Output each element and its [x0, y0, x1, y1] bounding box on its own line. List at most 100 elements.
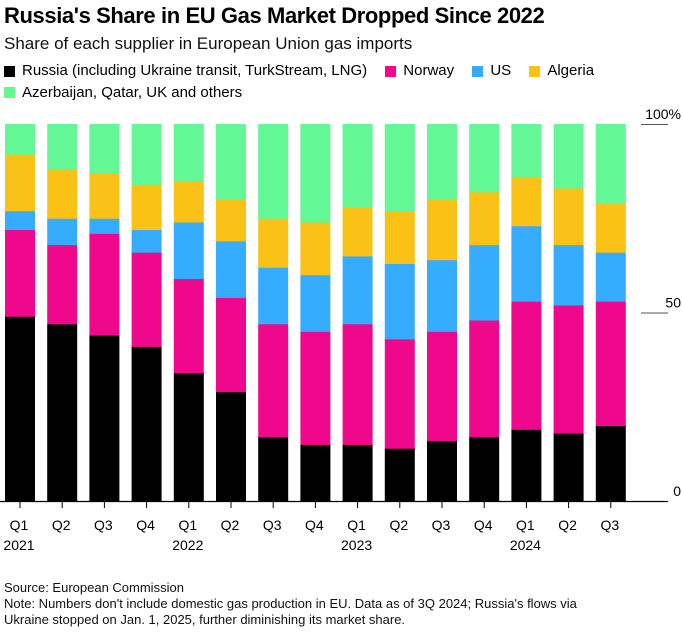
- x-year-label: 2024: [510, 537, 541, 553]
- bar-segment-russia: [300, 444, 331, 502]
- bar-segment-norway: [5, 229, 35, 317]
- bar-segment-russia: [553, 433, 584, 502]
- legend-swatch-us: [472, 65, 484, 77]
- bar-segment-us: [553, 244, 584, 306]
- bar-segment-russia: [511, 429, 542, 502]
- bar-segment-us: [173, 222, 204, 280]
- legend-label-norway: Norway: [403, 62, 455, 79]
- bar-segment-algeria: [131, 184, 162, 231]
- x-tick-label: Q4: [136, 517, 155, 533]
- bar-segment-azerbaijan: [300, 124, 331, 223]
- y-tick-label: 100%: [645, 106, 681, 122]
- x-year-label: 2022: [172, 537, 203, 553]
- bar-segment-azerbaijan: [131, 124, 162, 185]
- legend-item-russia: Russia (including Ukraine transit, TurkS…: [4, 61, 367, 81]
- bar-segment-azerbaijan: [595, 124, 626, 204]
- bar-segment-norway: [384, 338, 415, 449]
- bar-segment-russia: [47, 323, 78, 502]
- bar-segment-norway: [595, 301, 626, 427]
- x-tick-label: Q2: [52, 517, 71, 533]
- bar-segment-azerbaijan: [173, 124, 204, 182]
- legend-item-algeria: Algeria: [529, 61, 594, 81]
- bar-segment-us: [511, 225, 542, 302]
- bar-segment-algeria: [553, 188, 584, 246]
- bar-segment-azerbaijan: [384, 124, 415, 212]
- bar-segment-azerbaijan: [5, 124, 35, 155]
- x-tick-label: Q4: [474, 517, 493, 533]
- bar-segment-norway: [47, 244, 78, 325]
- bar-segment-us: [342, 255, 373, 325]
- bar-segment-russia: [131, 346, 162, 502]
- bar-segment-algeria: [595, 203, 626, 253]
- bar-segment-norway: [216, 297, 246, 393]
- bar-stack: [511, 124, 542, 502]
- x-axis: Q1 2021 Q2 Q3 Q4 Q1 2022 Q2 Q3 Q4 Q1 2023 Q2 Q3 Q4 Q1 20…: [0, 500, 668, 553]
- bar-stack: [384, 124, 415, 502]
- bar-segment-norway: [342, 323, 373, 445]
- x-tick-label: Q1: [10, 517, 29, 533]
- source-note: Source: European Commission: [4, 580, 184, 595]
- chart-title: Russia's Share in EU Gas Market Dropped …: [4, 3, 545, 28]
- bar-segment-russia: [469, 436, 500, 502]
- bar-segment-us: [216, 240, 246, 298]
- bar-segment-azerbaijan: [342, 124, 373, 208]
- legend-swatch-russia: [4, 65, 15, 77]
- y-tick-label: 0: [673, 483, 681, 499]
- legend-swatch-norway: [385, 65, 397, 77]
- bar-segment-azerbaijan: [89, 124, 120, 174]
- legend-label-us: US: [490, 62, 512, 79]
- bar-segment-russia: [5, 316, 35, 502]
- bar-segment-us: [300, 274, 331, 332]
- bar-segment-us: [427, 259, 457, 332]
- bar-segment-algeria: [469, 191, 500, 246]
- bar-segment-norway: [553, 304, 584, 434]
- y-axis: 0 50 100%: [641, 106, 681, 499]
- bar-segment-russia: [173, 372, 204, 502]
- bar-segment-russia: [89, 335, 120, 502]
- legend-item-norway: Norway: [385, 61, 454, 81]
- stacked-bar-chart: 0 50 100% Q1 2021 Q2 Q3 Q4 Q1 2022 Q2 Q3 Q4 Q1 2023 Q2…: [0, 106, 681, 553]
- x-tick-label: Q2: [558, 517, 577, 533]
- bar-segment-us: [5, 210, 35, 231]
- bar-stack: [469, 124, 500, 502]
- x-tick-label: Q3: [600, 517, 619, 533]
- bar-segment-russia: [258, 436, 289, 502]
- bar-segment-russia: [427, 440, 457, 502]
- bar-segment-algeria: [5, 154, 35, 212]
- bar-segment-azerbaijan: [216, 124, 246, 200]
- chart-subtitle: Share of each supplier in European Union…: [4, 34, 413, 53]
- bar-segment-algeria: [258, 218, 289, 268]
- bar-segment-us: [89, 218, 120, 234]
- bar-segment-russia: [384, 448, 415, 502]
- bar-stack: [553, 124, 584, 502]
- bar-stack: [5, 124, 35, 502]
- bar-segment-algeria: [216, 199, 246, 242]
- bar-stack: [173, 124, 204, 502]
- bar-segment-norway: [300, 331, 331, 445]
- bar-segment-norway: [258, 323, 289, 438]
- bar-segment-us: [384, 263, 415, 340]
- bar-stack: [47, 124, 78, 502]
- footnote-line-1: Note: Numbers don't include domestic gas…: [4, 596, 577, 611]
- bar-segment-azerbaijan: [47, 124, 78, 170]
- bar-segment-norway: [173, 278, 204, 374]
- bar-segment-us: [131, 229, 162, 253]
- bar-segment-us: [47, 218, 78, 246]
- bar-segment-algeria: [342, 206, 373, 257]
- bar-segment-algeria: [427, 199, 457, 261]
- bars-group: [5, 124, 626, 502]
- bar-segment-us: [595, 252, 626, 302]
- x-year-label: 2021: [3, 537, 34, 553]
- legend-item-us: US: [472, 61, 511, 81]
- x-tick-label: Q1: [178, 517, 197, 533]
- bar-segment-norway: [469, 320, 500, 438]
- bar-segment-algeria: [511, 176, 542, 227]
- bar-segment-russia: [342, 444, 373, 502]
- bar-segment-algeria: [173, 180, 204, 223]
- y-tick-label: 50: [665, 295, 681, 311]
- bar-stack: [131, 124, 162, 502]
- x-tick-label: Q4: [305, 517, 324, 533]
- bar-segment-norway: [427, 331, 457, 442]
- bar-stack: [595, 124, 626, 502]
- x-tick-label: Q1: [347, 517, 366, 533]
